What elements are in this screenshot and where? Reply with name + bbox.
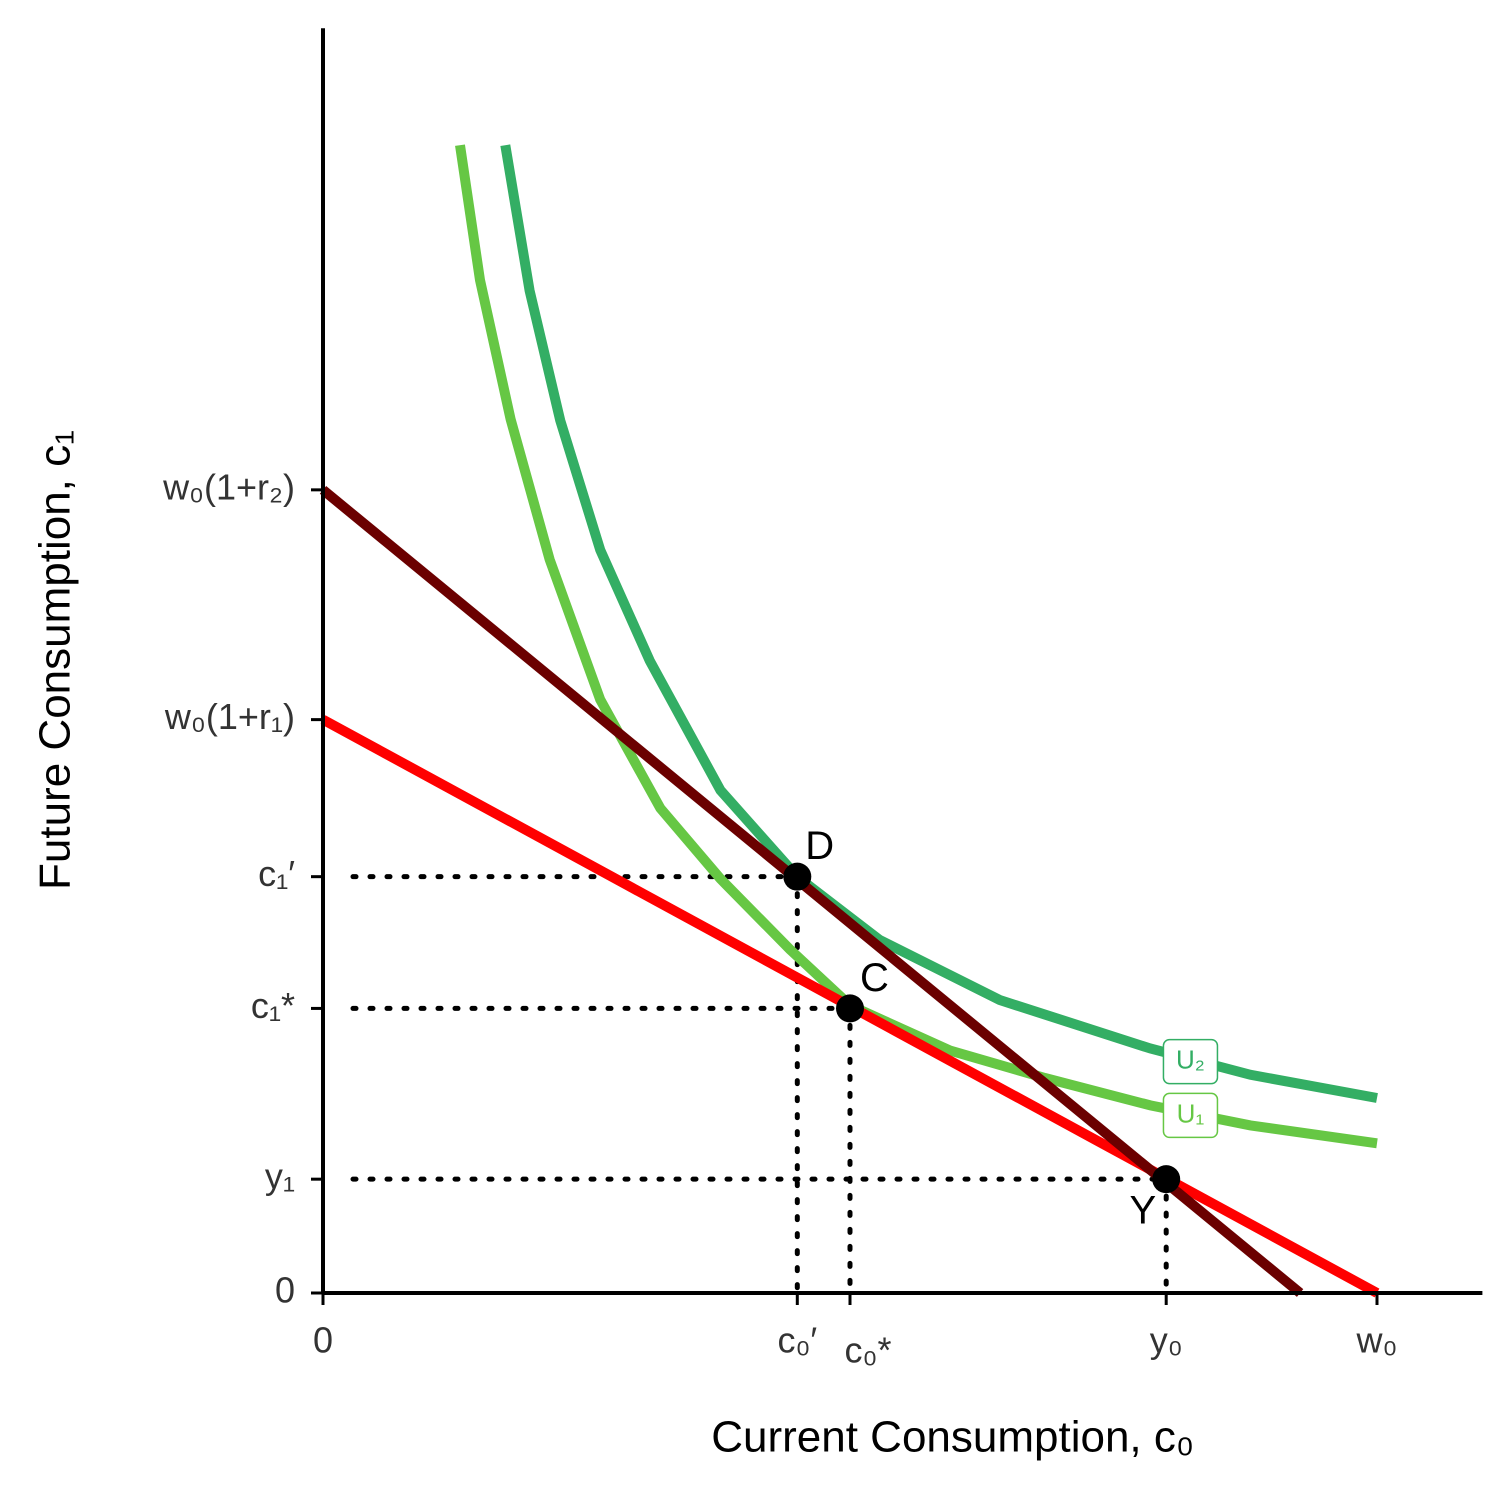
curve-label: U₂ <box>1176 1045 1205 1075</box>
y-tick-label: c₁* <box>251 985 295 1026</box>
y-axis-title: Future Consumption, c₁ <box>31 430 80 890</box>
point <box>1152 1165 1181 1194</box>
x-tick-label: c₀′ <box>777 1320 817 1361</box>
budget-line <box>319 486 1304 1297</box>
point-label: D <box>805 824 834 868</box>
x-tick-label: c₀* <box>845 1330 892 1371</box>
point-label: Y <box>1130 1189 1157 1233</box>
curve-label-box <box>1162 1038 1219 1085</box>
x-tick-label: w₀ <box>1356 1320 1398 1361</box>
y-tick-label: w₀(1+r₁) <box>164 696 295 737</box>
indifference-curve <box>455 144 1378 1149</box>
x-tick-label: y₀ <box>1150 1320 1183 1361</box>
y-tick-label: w₀(1+r₂) <box>162 466 295 507</box>
y-tick-label: y₁ <box>265 1156 295 1197</box>
x-axis-title: Current Consumption, c₀ <box>711 1413 1194 1462</box>
x-tick-label: 0 <box>313 1320 333 1361</box>
indifference-curve <box>500 144 1378 1103</box>
point <box>836 994 864 1023</box>
y-tick-label: 0 <box>275 1270 295 1311</box>
point <box>783 862 812 891</box>
curve-label-box <box>1162 1092 1219 1139</box>
point-label: C <box>860 956 889 1000</box>
curve-label: U₁ <box>1177 1098 1205 1128</box>
y-tick-label: c₁′ <box>258 853 295 894</box>
